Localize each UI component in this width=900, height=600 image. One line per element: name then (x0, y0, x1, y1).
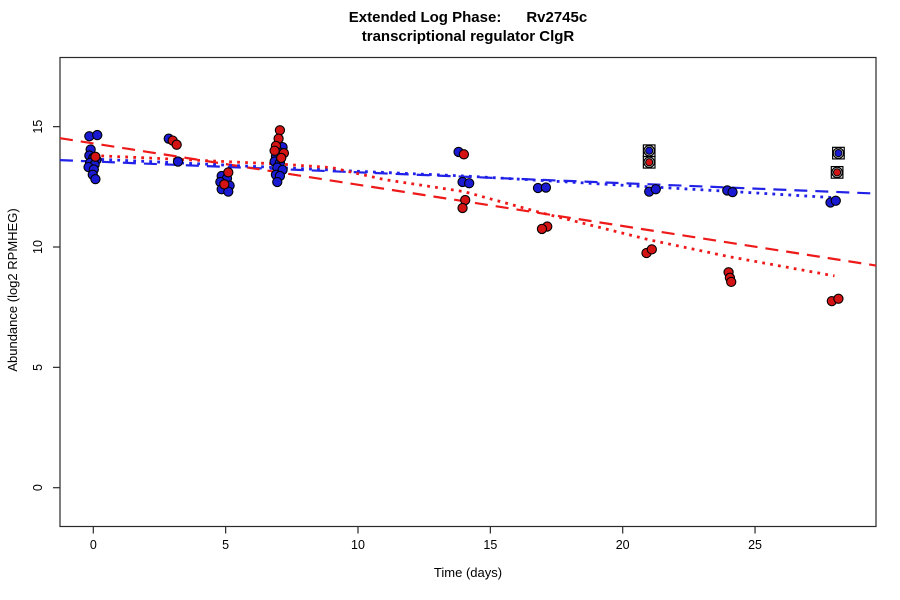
red-samples-point (269, 145, 280, 156)
blue-samples-point (90, 173, 101, 185)
red-samples-point (90, 151, 101, 162)
y-tick-label: 0 (31, 484, 45, 491)
red-samples-point (536, 223, 548, 235)
chart-title: Extended Log Phase: Rv2745c transcriptio… (60, 8, 876, 46)
y-tick-label: 10 (31, 240, 45, 254)
flagged-red-samples-circle-flag (831, 166, 843, 179)
red-samples-point (276, 152, 287, 164)
red-samples-point (223, 167, 234, 178)
red-samples-point (833, 293, 844, 304)
blue-samples-point (540, 182, 552, 193)
chart-title-line1: Extended Log Phase: Rv2745c (348, 9, 588, 26)
blue-samples-point (464, 178, 475, 189)
flagged-red-samples-point (833, 168, 842, 177)
y-tick-label: 15 (31, 120, 45, 134)
y-axis-label: Abundance (log2 RPMHEG) (5, 208, 20, 371)
blue-samples-point (830, 195, 841, 206)
plot-frame (59, 56, 877, 528)
x-tick-label: 10 (351, 538, 365, 552)
flagged-red-samples-point (645, 158, 654, 167)
blue-linear-fit (59, 159, 877, 195)
x-tick-label: 20 (616, 538, 630, 552)
red-samples-point (274, 125, 286, 136)
chart-title-line2: transcriptional regulator ClgR (361, 28, 575, 45)
blue-samples-point (650, 184, 661, 195)
blue-samples-point (272, 176, 283, 188)
red-samples-point (726, 276, 737, 288)
red-samples-point (171, 139, 182, 150)
x-tick-label: 5 (222, 538, 229, 552)
x-tick-label: 15 (483, 538, 497, 552)
blue-samples-point (172, 156, 184, 167)
blue-smooth-fit (93, 157, 835, 200)
flagged-blue-samples-point (645, 146, 654, 155)
y-tick-label: 5 (31, 364, 45, 371)
red-samples-point (458, 149, 470, 160)
flagged-blue-samples-point (834, 149, 843, 158)
red-samples-point (219, 179, 230, 190)
flagged-blue-samples-circle-flag (832, 147, 845, 159)
x-tick-label: 25 (748, 538, 762, 552)
x-axis-label: Time (days) (434, 565, 502, 580)
blue-samples-point (92, 129, 103, 141)
red-samples-point (457, 202, 468, 214)
red-linear-fit (59, 137, 877, 267)
blue-samples-point (727, 186, 738, 198)
red-samples-point (646, 244, 657, 255)
red-smooth-fit (93, 154, 835, 278)
x-tick-label: 0 (90, 538, 97, 552)
flagged-red-samples-circle-flag (643, 156, 655, 169)
